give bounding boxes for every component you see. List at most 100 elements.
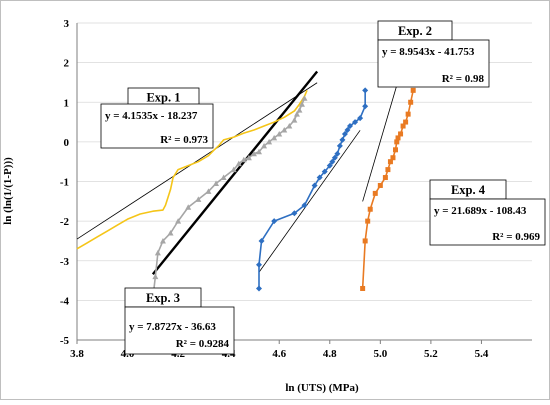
point-exp-4-13 [398,131,404,137]
series-line-exp-1-fit [76,82,318,240]
point-exp-3-8 [205,188,212,194]
y-tick-label-3: -2 [60,216,70,228]
point-exp-2-10 [329,158,336,165]
annotation-exp-2-r2: R² = 0.98 [442,73,485,85]
point-exp-4-6 [382,175,388,181]
annotation-exp-3-equation: y = 7.8727x - 36.63 [129,321,216,333]
point-exp-2-20 [362,103,369,110]
point-exp-3-6 [185,204,192,210]
point-exp-4-9 [390,155,396,161]
point-exp-2-0 [256,285,262,292]
point-exp-3-13 [240,156,247,163]
y-tick-label-8: 3 [64,18,70,30]
annotation-exp-4: Exp. 4 y = 21.689x - 108.43 R² = 0.969 [429,179,546,246]
point-exp-3-20 [276,130,283,137]
y-tick-label-7: 2 [64,58,70,70]
series-line-exp-3-fit [151,70,319,276]
point-exp-3-18 [266,138,273,145]
point-exp-3-24 [293,111,300,117]
point-exp-3-22 [286,123,293,129]
annotation-exp-4-box [429,198,546,246]
point-exp-2-14 [339,136,346,143]
point-exp-2-12 [334,150,341,157]
annotation-exp-1-r2: R² = 0.973 [160,134,208,146]
y-tick-label-1: -4 [60,295,70,307]
point-exp-3-14 [245,154,252,161]
point-exp-4-12 [395,135,401,141]
x-axis-title: ln (UTS) (MPa) [285,382,359,394]
x-tick-label-5: 4.8 [323,348,337,360]
point-exp-3-4 [167,230,174,236]
point-exp-3-12 [235,160,242,167]
trendlines [76,29,414,276]
annotation-exp-1-equation: y = 4.1535x - 18.237 [105,110,198,122]
point-exp-3-1 [152,273,159,280]
point-exp-3-2 [154,249,161,256]
point-exp-3-10 [220,174,227,181]
point-exp-3-9 [213,180,220,186]
point-exp-4-2 [365,218,371,224]
point-exp-4-14 [400,123,406,129]
point-exp-4-7 [385,167,391,173]
point-exp-2-9 [326,162,333,169]
annotation-exp-4-title: Exp. 4 [451,183,486,197]
point-exp-2-18 [352,119,359,126]
series-line-exp-2 [258,90,366,289]
point-exp-4-5 [377,182,383,188]
x-tick-label-0: 3.8 [70,348,84,360]
point-exp-3-23 [291,117,298,123]
point-exp-2-3 [271,218,278,225]
y-tick-label-6: 1 [64,97,70,109]
point-exp-2-4 [291,210,298,217]
series-line-exp-1 [76,90,308,250]
point-exp-2-17 [347,123,353,130]
point-exp-4-15 [403,119,409,125]
point-exp-4-8 [387,159,393,165]
point-exp-2-21 [362,87,369,94]
y-tick-label-2: -3 [60,256,70,268]
y-tick-label-0: -5 [60,335,70,347]
x-tick-label-8: 5.4 [475,348,489,360]
point-exp-4-18 [410,87,416,93]
annotation-exp-1: Exp. 1 y = 4.1535x - 18.237 R² = 0.973 [100,87,214,149]
x-tick-label-7: 5.2 [424,348,438,360]
point-exp-2-15 [341,130,348,137]
point-exp-3-27 [301,95,308,101]
annotation-exp-3-box [124,306,235,355]
point-exp-3-7 [195,196,202,202]
point-exp-4-3 [367,206,373,212]
annotation-exp-3-title: Exp. 3 [146,291,180,305]
point-exp-2-16 [344,126,351,133]
point-exp-3-21 [281,126,288,133]
tick-labels: 3.84.04.24.44.64.85.05.25.4-5-4-3-2-1012… [60,18,489,360]
annotation-exp-3: Exp. 3 y = 7.8727x - 36.63 R² = 0.9284 [124,287,235,355]
series-line-exp-2-fit [258,130,361,273]
annotation-exp-1-box [100,103,214,149]
point-exp-2-8 [321,168,328,175]
point-exp-3-19 [271,134,278,141]
point-exp-4-1 [362,238,368,244]
y-axis-title: ln (ln(1/(1-P))) [2,157,14,225]
point-exp-3-17 [261,142,268,149]
point-exp-2-11 [331,154,338,161]
point-exp-4-16 [405,111,411,117]
point-exp-2-19 [357,115,364,122]
annotation-exp-2-box [377,39,490,88]
annotation-exp-2: Exp. 2 y = 8.9543x - 41.753 R² = 0.98 [377,20,490,88]
y-tick-label-4: -1 [60,177,69,189]
annotation-exp-2-equation: y = 8.9543x - 41.753 [382,46,475,58]
point-exp-2-1 [256,261,262,268]
annotation-exp-4-equation: y = 21.689x - 108.43 [434,205,527,217]
point-exp-3-25 [296,107,303,113]
point-exp-4-10 [393,147,398,153]
annotation-exp-4-r2: R² = 0.969 [492,231,540,243]
point-exp-3-5 [175,218,182,224]
annotation-exp-2-title: Exp. 2 [398,24,432,38]
point-exp-4-0 [360,285,366,291]
point-exp-3-11 [230,166,237,173]
data-series [76,87,416,301]
point-exp-4-11 [394,139,400,145]
annotation-exp-3-r2: R² = 0.9284 [176,338,230,350]
